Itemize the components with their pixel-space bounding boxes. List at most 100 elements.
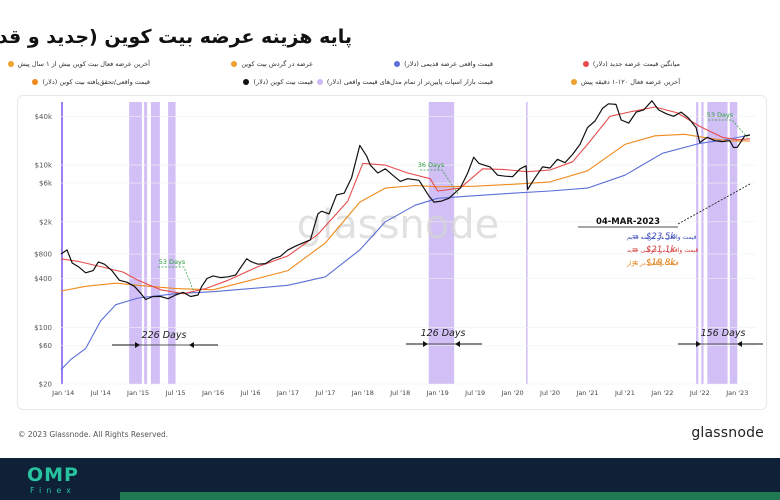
legend-item: میانگین قیمت عرضه جدید (دلار) xyxy=(582,60,680,68)
annotation-label-market: قیمت واقعی در بازار xyxy=(626,260,679,267)
legend-label: میانگین قیمت عرضه جدید (دلار) xyxy=(592,60,680,68)
x-tick-label: Jul '17 xyxy=(314,389,335,397)
legend-label: قیمت واقعی عرضه قدیمی (دلار) xyxy=(404,60,493,68)
annotation-label-new: قیمت واقعی در عرضی جدید xyxy=(627,247,698,254)
annotation-53-days-2015: 53 Days xyxy=(159,258,186,266)
copyright: © 2023 Glassnode. All Rights Reserved. xyxy=(18,430,169,439)
legend: آخرین عرضه فعال بیت کوین بیش از ۱ سال پی… xyxy=(7,58,768,94)
legend-label: قیمت بیت کوین (دلار) xyxy=(253,78,313,86)
annotations: 226 Days 126 Days 156 Days 53 Days 36 Da… xyxy=(112,111,763,348)
shaded-range xyxy=(701,102,704,384)
legend-swatch xyxy=(243,79,250,85)
range-arrowhead xyxy=(423,341,428,347)
y-tick-label: $2k xyxy=(39,218,53,226)
shaded-ranges xyxy=(60,102,738,384)
legend-item: آخرین عرضه فعال ۱۲۰-۱ دقیقه پیش xyxy=(570,78,680,86)
shaded-range xyxy=(150,102,160,384)
annotation-eq: = xyxy=(632,258,639,267)
legend-label: آخرین عرضه فعال ۱۲۰-۱ دقیقه پیش xyxy=(580,78,680,86)
legend-item: آخرین عرضه فعال بیت کوین بیش از ۱ سال پی… xyxy=(7,60,150,68)
shaded-range xyxy=(696,102,699,384)
x-tick-label: Jul '20 xyxy=(539,389,560,397)
y-tick-label: $100 xyxy=(34,324,52,332)
shaded-range xyxy=(707,102,728,384)
omp-logo: OMP xyxy=(27,464,79,486)
x-tick-label: Jan '16 xyxy=(201,389,224,397)
y-tick-label: $10k xyxy=(35,162,53,170)
x-tick-label: Jan '14 xyxy=(51,389,74,397)
legend-swatch xyxy=(316,79,323,85)
legend-swatch xyxy=(570,79,577,85)
y-tick-label: $20 xyxy=(39,381,52,389)
shaded-range xyxy=(729,102,738,384)
x-tick-label: Jul '18 xyxy=(389,389,410,397)
x-tick-label: Jan '22 xyxy=(650,389,673,397)
annotation-36-days: 36 Days xyxy=(418,161,445,169)
legend-item: قیمت واقعی عرضه قدیمی (دلار) xyxy=(394,60,493,68)
range-arrowhead xyxy=(135,342,140,348)
shaded-range xyxy=(129,102,142,384)
branding-stripe xyxy=(120,492,780,500)
series-line xyxy=(60,133,750,292)
x-tick-label: Jan '15 xyxy=(126,389,149,397)
chart-panel: glassnode $20 $60 $100 $400 $800 $2k $6k $10k $4… xyxy=(17,95,767,410)
chart-svg: glassnode $20$60$100$400$800$2k$6k$10k$4… xyxy=(34,100,763,397)
legend-item: عرضه در گردش بیت کوین xyxy=(231,60,313,68)
annotation-value-market: $19.8k xyxy=(646,258,676,268)
page-title: پایه هزینه عرضه بیت کوین (جدید و قدیم) xyxy=(0,26,352,48)
legend-item: قیمت بیت کوین (دلار) xyxy=(243,78,313,86)
legend-item: قیمت بازار اسپات پایین‌تر از تمام مدل‌ها… xyxy=(316,78,493,86)
legend-swatch xyxy=(582,61,589,67)
x-tick-label: Jul '14 xyxy=(90,389,111,397)
range-arrowhead xyxy=(696,341,701,347)
annotation-eq: = xyxy=(632,245,639,254)
series-lines xyxy=(60,100,751,371)
annotation-bracket xyxy=(708,119,749,139)
annotation-126-days: 126 Days xyxy=(421,328,466,339)
legend-label: عرضه در گردش بیت کوین xyxy=(241,60,313,68)
y-tick-label: $60 xyxy=(39,342,52,350)
y-axis: $20 $60 $100 $400 $800 $2k $6k $10k $40k xyxy=(34,113,53,389)
annotation-bracket xyxy=(158,266,195,293)
legend-swatch xyxy=(231,61,238,67)
annotation-value-old: $23.5k xyxy=(646,232,676,242)
x-tick-label: Jan '18 xyxy=(351,389,374,397)
range-arrowhead xyxy=(737,341,742,347)
shaded-range xyxy=(168,102,176,384)
shaded-range xyxy=(60,102,63,384)
x-tick-label: Jul '16 xyxy=(239,389,260,397)
annotation-226-days: 226 Days xyxy=(142,330,187,341)
annotation-date: 04-MAR-2023 xyxy=(596,217,660,227)
x-tick-label: Jan '19 xyxy=(426,389,449,397)
x-tick-label: Jan '21 xyxy=(575,389,598,397)
x-tick-label: Jul '19 xyxy=(464,389,485,397)
series-line xyxy=(60,100,751,301)
y-tick-label: $40k xyxy=(35,113,53,121)
annotation-53-days-2023: 53 Days xyxy=(707,111,734,119)
annotation-bracket xyxy=(420,169,459,195)
legend-swatch xyxy=(7,61,14,67)
x-tick-label: Jan '23 xyxy=(725,389,748,397)
x-tick-label: Jul '21 xyxy=(614,389,635,397)
range-arrowhead xyxy=(455,341,460,347)
legend-item: قیمت واقعی/تحقق‌یافته بیت کوین (دلار) xyxy=(32,78,150,86)
legend-swatch xyxy=(32,79,39,85)
y-tick-label: $800 xyxy=(34,251,52,259)
shaded-range xyxy=(428,102,455,384)
finex-logo: Finex xyxy=(30,486,76,495)
legend-label: قیمت بازار اسپات پایین‌تر از تمام مدل‌ها… xyxy=(326,78,493,86)
legend-label: قیمت واقعی/تحقق‌یافته بیت کوین (دلار) xyxy=(42,78,150,86)
x-tick-label: Jan '20 xyxy=(501,389,524,397)
annotation-value-new: $21.1k xyxy=(646,245,676,255)
x-axis: Jan '14 Jul '14 Jan '15 Jul '15 Jan '16 Jul '… xyxy=(51,389,748,397)
range-arrowhead xyxy=(189,342,194,348)
x-tick-label: Jul '15 xyxy=(165,389,186,397)
annotation-label-old: قیمت واقعی در عرضه قدیم xyxy=(627,234,697,241)
annotation-eq: = xyxy=(632,232,639,241)
brand-logo: glassnode xyxy=(691,425,764,441)
legend-swatch xyxy=(394,61,401,67)
shaded-range xyxy=(144,102,148,384)
shaded-range xyxy=(526,102,528,384)
series-line xyxy=(60,134,751,371)
x-tick-label: Jan '17 xyxy=(276,389,299,397)
